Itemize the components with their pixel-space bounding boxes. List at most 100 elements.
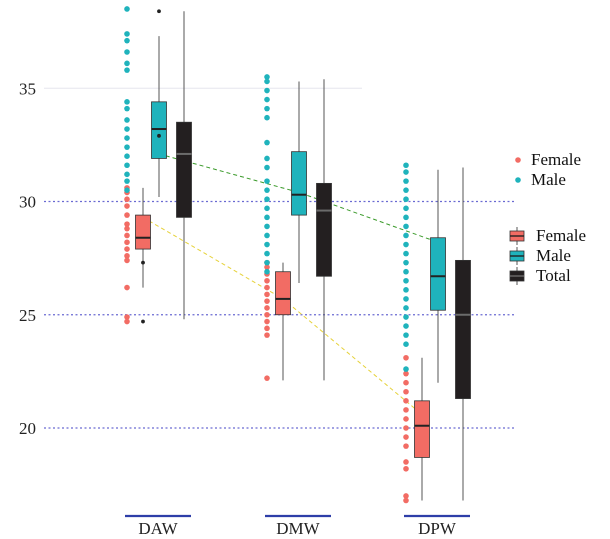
data-point-male <box>403 223 409 230</box>
data-point-female <box>264 291 270 298</box>
data-point-female <box>124 284 130 291</box>
data-point-male <box>264 259 270 266</box>
data-point-female <box>124 221 130 227</box>
legend-box-label: Female <box>536 226 586 245</box>
data-point-male <box>403 205 409 212</box>
data-point-female <box>403 388 409 395</box>
data-point-female <box>124 239 130 246</box>
data-point-male <box>264 105 270 112</box>
data-point-male <box>264 214 270 221</box>
x-tick-label: DPW <box>418 519 457 538</box>
data-point-male <box>403 305 409 311</box>
data-point-male <box>124 105 130 112</box>
data-point-male <box>264 268 270 275</box>
data-point-male <box>124 49 130 55</box>
data-point-female <box>403 465 409 472</box>
male-box <box>151 101 167 159</box>
x-tick-label: DMW <box>276 519 320 538</box>
data-point-female <box>124 314 130 320</box>
data-point-female <box>403 407 409 413</box>
data-point-male <box>124 171 130 178</box>
legend-point-male <box>515 177 521 183</box>
data-point-male <box>264 78 270 85</box>
data-point-male <box>264 223 270 230</box>
data-point-male <box>403 241 409 248</box>
data-point-female <box>403 434 409 440</box>
data-point-female <box>403 379 409 386</box>
data-point-female <box>124 212 130 218</box>
data-point-male <box>403 259 409 266</box>
data-point-male <box>403 232 409 239</box>
data-point-male <box>403 268 409 275</box>
data-point-female <box>403 398 409 404</box>
total-box <box>316 182 332 277</box>
data-point-female <box>124 196 130 203</box>
data-point-female <box>403 425 409 431</box>
box-plots <box>135 9 471 501</box>
data-point-male <box>264 250 270 257</box>
female-box-outlier <box>141 319 145 324</box>
data-point-male <box>403 296 409 302</box>
data-point-male <box>403 323 409 329</box>
data-point-female <box>264 264 270 270</box>
data-point-female <box>264 311 270 318</box>
data-point-male <box>124 117 130 123</box>
data-point-female <box>403 459 409 465</box>
data-point-male <box>403 314 409 320</box>
data-point-male <box>264 178 270 184</box>
data-point-male <box>403 214 409 221</box>
data-point-male <box>264 155 270 162</box>
data-point-female <box>403 370 409 377</box>
data-point-male <box>264 139 270 146</box>
data-point-female <box>403 443 409 449</box>
data-point-male <box>124 153 130 159</box>
data-point-male <box>124 60 130 67</box>
data-point-male <box>264 114 270 121</box>
legend-point-female <box>515 157 521 163</box>
data-point-male <box>264 187 270 193</box>
legend-box-label: Male <box>536 246 571 265</box>
data-point-female <box>264 332 270 338</box>
data-point-male <box>403 178 409 184</box>
data-point-male <box>403 287 409 293</box>
data-point-female <box>264 325 270 332</box>
data-point-male <box>124 37 130 44</box>
data-point-female <box>124 257 130 264</box>
total-box <box>176 121 192 218</box>
x-axis: DAW DMW DPW <box>125 514 470 538</box>
data-point-female <box>124 318 130 325</box>
data-point-male <box>264 205 270 212</box>
data-point-male <box>124 178 130 184</box>
y-tick-label: 25 <box>19 306 36 325</box>
data-point-male <box>264 87 270 94</box>
male-box-outlier <box>157 9 161 14</box>
data-point-male <box>403 277 409 284</box>
female-box <box>135 214 151 250</box>
data-point-male <box>403 187 409 193</box>
female-box <box>414 400 430 458</box>
data-point-male <box>124 135 130 141</box>
data-point-male <box>264 74 270 80</box>
data-point-female <box>403 416 409 422</box>
y-axis: 20 25 30 35 <box>19 79 36 438</box>
female-box <box>275 271 291 316</box>
data-point-male <box>124 162 130 169</box>
male-box-outlier <box>157 133 161 138</box>
data-point-male <box>403 341 409 347</box>
data-point-male <box>264 232 270 239</box>
female-box-outlier <box>141 260 145 265</box>
data-point-female <box>124 253 130 259</box>
data-point-male <box>124 187 130 193</box>
data-point-male <box>264 241 270 248</box>
data-point-male <box>124 144 130 150</box>
data-point-female <box>264 298 270 304</box>
y-tick-label: 35 <box>19 79 36 98</box>
data-point-female <box>124 203 130 209</box>
data-point-female <box>264 277 270 284</box>
data-point-female <box>124 225 130 232</box>
data-point-male <box>264 164 270 171</box>
legend-point-label: Male <box>531 170 566 189</box>
data-point-female <box>124 246 130 252</box>
total-box <box>455 259 471 399</box>
